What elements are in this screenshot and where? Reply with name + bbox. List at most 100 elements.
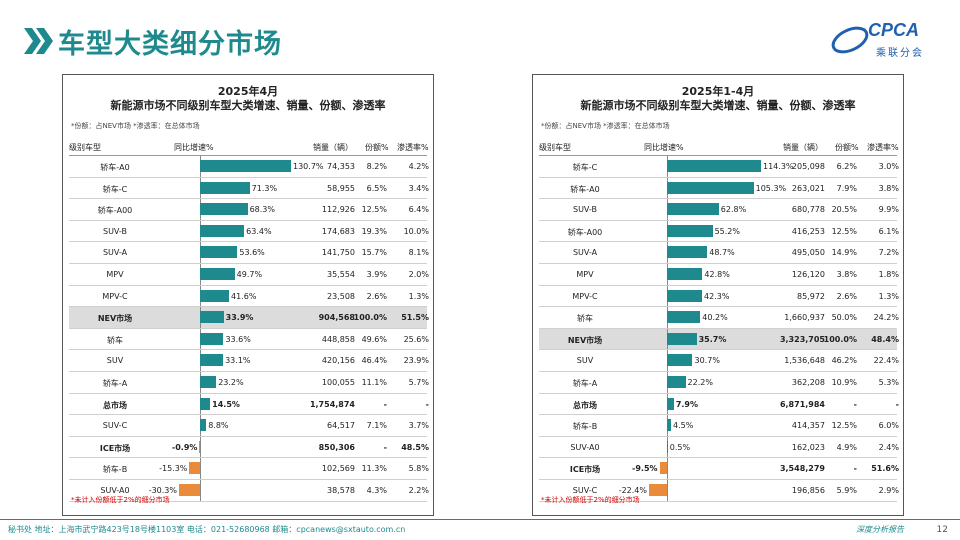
growth-label: 68.3% — [249, 205, 275, 215]
row-category: 轿车-A00 — [97, 206, 133, 216]
table-row: SUV-B 62.8% 680,778 20.5% 9.9% — [539, 199, 899, 221]
row-category: 轿车-A — [572, 378, 598, 388]
row-penetration: 25.6% — [403, 334, 429, 344]
data-table: 级别车型 同比增速% 销量（辆） 份额% 渗透率% 轿车-C 114.3% 205,098 6.… — [539, 139, 899, 502]
row-share: 10.9% — [831, 377, 857, 387]
row-penetration: 5.7% — [408, 377, 429, 387]
panel-title-period: 2025年4月 — [217, 85, 279, 98]
header-category: 级别车型 — [69, 143, 101, 152]
panel-title: 新能源市场不同级别车型大类增速、销量、份额、渗透率 — [110, 99, 386, 112]
growth-bar — [667, 332, 697, 345]
growth-bar — [667, 160, 761, 172]
table-row: NEV市场 33.9% 904,568 100.0% 51.5% — [69, 307, 429, 329]
row-volume: 100,055 — [321, 377, 355, 387]
growth-bar — [667, 289, 702, 302]
growth-label: 8.8% — [208, 421, 229, 431]
growth-label: 41.6% — [231, 291, 257, 301]
row-category: SUV-C — [572, 485, 598, 495]
row-volume: 416,253 — [791, 226, 825, 236]
logo-subtext: 乘联分会 — [876, 48, 924, 59]
row-volume: 126,120 — [791, 269, 825, 279]
table-row: NEV市场 35.7% 3,323,705 100.0% 48.4% — [539, 328, 899, 351]
row-category: SUV — [106, 356, 124, 366]
growth-bar — [667, 203, 719, 216]
table-row: SUV-A0 -30.3% 38,578 4.3% 2.2% — [69, 479, 429, 502]
header-share: 份额% — [835, 143, 859, 152]
growth-bar — [659, 462, 668, 475]
growth-label: 49.7% — [236, 269, 263, 279]
row-category: 轿车-A0 — [570, 184, 600, 194]
growth-bar — [179, 483, 201, 496]
table-row: 轿车-A00 55.2% 416,253 12.5% 6.1% — [539, 220, 899, 243]
growth-bar — [200, 419, 207, 432]
data-table: 级别车型 同比增速% 销量（辆） 份额% 渗透率% 轿车-A0 130.7% 74,353 8.… — [69, 139, 429, 502]
row-category: 总市场 — [103, 400, 127, 410]
row-penetration: 22.4% — [873, 356, 899, 366]
growth-label: -22.4% — [618, 485, 647, 495]
growth-bar — [667, 311, 701, 324]
row-share: 5.9% — [836, 485, 857, 495]
row-share: 100.0% — [823, 334, 857, 344]
row-category: SUV-A — [572, 248, 598, 258]
row-penetration: 51.6% — [871, 464, 899, 474]
growth-label: 105.3% — [755, 183, 787, 193]
growth-label: 62.8% — [720, 205, 747, 215]
row-volume: 141,750 — [321, 248, 355, 258]
growth-label: 22.2% — [687, 377, 713, 387]
table-row: 轿车-B 4.5% 414,357 12.5% 6.0% — [539, 415, 899, 437]
table-row: 总市场 14.5% 1,754,874 - - — [69, 393, 429, 416]
row-volume: 263,021 — [791, 183, 825, 193]
row-category: SUV-A0 — [100, 485, 130, 495]
growth-bar — [200, 375, 217, 388]
growth-bar — [200, 397, 211, 410]
table-row: SUV 33.1% 420,156 46.4% 23.9% — [69, 350, 429, 372]
row-volume: 23,508 — [327, 291, 355, 301]
row-volume: 362,208 — [791, 377, 825, 387]
row-share: 7.9% — [836, 183, 857, 193]
table-row: MPV 42.8% 126,120 3.8% 1.8% — [539, 263, 899, 286]
header-category: 级别车型 — [539, 143, 571, 152]
panel-title-period: 2025年1-4月 — [681, 85, 755, 98]
row-share: 6.2% — [836, 162, 857, 171]
row-volume: 904,568 — [318, 313, 355, 323]
growth-label: 40.2% — [702, 313, 728, 323]
row-share: 12.5% — [831, 421, 857, 431]
row-share: - — [383, 399, 387, 409]
growth-bar — [200, 203, 248, 216]
row-category: 轿车-C — [572, 163, 598, 172]
growth-label: 130.7% — [293, 162, 324, 171]
row-volume: 35,554 — [327, 269, 355, 279]
row-share: 4.3% — [366, 485, 387, 495]
row-share: 7.1% — [366, 421, 387, 431]
row-penetration: 6.0% — [878, 421, 899, 431]
row-penetration: 3.7% — [408, 421, 429, 431]
zero-axis — [667, 458, 669, 479]
growth-bar — [667, 246, 708, 259]
row-category: SUV-A — [102, 248, 128, 258]
row-share: 46.2% — [831, 356, 857, 366]
table-row: MPV-C 42.3% 85,972 2.6% 1.3% — [539, 285, 899, 308]
table-row: 轿车 33.6% 448,858 49.6% 25.6% — [69, 328, 429, 351]
growth-bar — [200, 332, 224, 345]
growth-label: -30.3% — [148, 485, 177, 495]
row-share: - — [383, 442, 387, 452]
logo-text: CPCA — [868, 20, 920, 40]
row-penetration: 24.2% — [873, 313, 899, 323]
header-growth: 同比增速% — [174, 143, 214, 152]
table-row: 轿车-A0 130.7% 74,353 8.2% 4.2% — [69, 156, 429, 178]
row-category: SUV-B — [102, 226, 128, 236]
row-share: 100.0% — [353, 313, 387, 323]
row-share: 11.3% — [361, 464, 387, 474]
growth-label: 42.8% — [704, 269, 730, 279]
row-penetration: 6.1% — [878, 226, 899, 236]
row-penetration: 1.3% — [878, 291, 899, 301]
growth-bar — [200, 246, 238, 259]
growth-bar — [200, 354, 224, 367]
growth-label: 33.6% — [225, 334, 251, 344]
panel-footnote: *未计入份额低于2%的细分市场 — [71, 496, 170, 504]
growth-label: -0.9% — [171, 442, 198, 452]
row-penetration: - — [895, 399, 899, 409]
row-volume: 1,660,937 — [784, 313, 825, 323]
table-row: 轿车-B -15.3% 102,569 11.3% 5.8% — [69, 458, 429, 480]
row-penetration: 2.4% — [878, 442, 899, 452]
